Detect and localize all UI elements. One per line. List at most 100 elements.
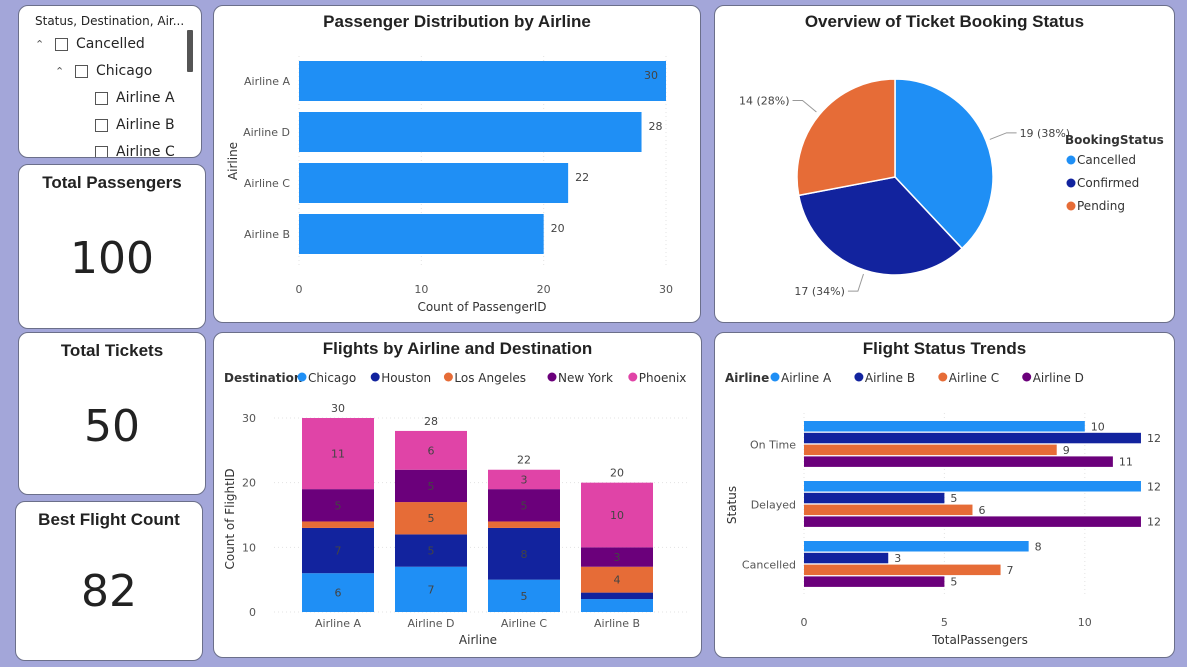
data-label: 6 xyxy=(335,587,342,600)
y-axis-label: Count of FlightID xyxy=(223,468,237,569)
y-tick-label: 10 xyxy=(242,541,256,554)
x-tick-label: 5 xyxy=(941,616,948,629)
legend-marker xyxy=(1022,372,1032,382)
x-axis-label: TotalPassengers xyxy=(931,633,1028,647)
total-label: 30 xyxy=(331,402,345,415)
bar xyxy=(299,112,642,152)
kpi-card-best-flight-count: Best Flight Count 82 xyxy=(15,501,203,661)
y-tick-label: Airline B xyxy=(244,228,290,241)
chevron-up-icon[interactable]: ⌃ xyxy=(35,37,45,51)
bar-segment xyxy=(395,430,467,470)
data-label: 3 xyxy=(894,552,901,565)
bar xyxy=(299,163,569,203)
data-label: 10 xyxy=(610,509,624,522)
bar xyxy=(804,481,1141,492)
legend-item: Chicago xyxy=(308,371,356,385)
data-label: 14 (28%) xyxy=(739,95,790,108)
x-tick-label: 10 xyxy=(414,283,428,296)
data-label: 11 xyxy=(331,448,345,461)
total-label: 28 xyxy=(424,415,438,428)
slicer-item-airline-a[interactable]: Airline A xyxy=(95,90,175,106)
slicer-item-cancelled[interactable]: ⌃ Cancelled xyxy=(35,36,145,52)
checkbox[interactable] xyxy=(95,91,108,105)
kpi-title: Total Passengers xyxy=(42,173,182,192)
data-label: 30 xyxy=(644,69,658,82)
bar xyxy=(804,492,945,504)
y-tick-label: Cancelled xyxy=(742,559,796,572)
bar-segment xyxy=(302,489,374,522)
data-label: 7 xyxy=(1007,564,1014,577)
slicer-scrollbar[interactable] xyxy=(187,30,193,72)
chevron-up-icon[interactable]: ⌃ xyxy=(55,64,65,78)
data-label: 17 (34%) xyxy=(794,285,845,298)
legend-marker xyxy=(370,372,380,382)
slicer-header: Status, Destination, Air... xyxy=(35,14,185,28)
kpi-card-total-tickets: Total Tickets 50 xyxy=(18,332,206,495)
slicer-item-label: Airline C xyxy=(116,144,175,158)
legend-item: Los Angeles xyxy=(454,371,526,385)
bar-segment xyxy=(395,469,467,503)
slicer-item-airline-b[interactable]: Airline B xyxy=(95,117,175,133)
bar-segment xyxy=(302,521,374,528)
bar-segment xyxy=(581,599,653,612)
slicer-item-chicago[interactable]: ⌃ Chicago xyxy=(55,63,152,79)
checkbox[interactable] xyxy=(95,145,108,157)
bar xyxy=(299,61,666,101)
flight-status-trends-chart: Airline Airline A Airline B Airline C Airlin… xyxy=(725,371,1161,647)
bar xyxy=(804,552,889,564)
bar-segment xyxy=(488,521,560,528)
bar-segment xyxy=(581,482,653,548)
kpi-title: Best Flight Count xyxy=(38,510,180,529)
flights-by-airline-destination-chart: Destination Chicago Houston Los Angeles New … xyxy=(223,371,689,647)
kpi-value: 100 xyxy=(70,233,154,284)
bar xyxy=(804,576,945,587)
pie-slice xyxy=(894,78,994,250)
y-tick-label: Airline C xyxy=(244,177,290,190)
checkbox[interactable] xyxy=(55,37,68,51)
checkbox[interactable] xyxy=(95,118,108,132)
bar xyxy=(804,456,1113,467)
bar-segment xyxy=(395,502,467,535)
bar xyxy=(299,214,544,254)
chart-title: Flight Status Trends xyxy=(862,339,1027,358)
data-label: 6 xyxy=(978,504,985,517)
data-label: 5 xyxy=(428,545,435,558)
data-label: 5 xyxy=(521,590,528,603)
y-tick-label: Delayed xyxy=(751,499,796,512)
legend-item: Airline A xyxy=(781,371,832,385)
chart-title: Passenger Distribution by Airline xyxy=(323,12,591,31)
data-label-leader xyxy=(989,132,1017,140)
bar-segment xyxy=(581,547,653,567)
checkbox[interactable] xyxy=(75,64,88,78)
pie-slice xyxy=(797,176,964,276)
slicer-item-airline-c[interactable]: Airline C xyxy=(95,144,175,158)
data-label: 7 xyxy=(428,583,435,596)
legend-item: Airline D xyxy=(1033,371,1084,385)
pie-slice xyxy=(796,78,896,197)
flight-status-trends-card: Flight Status Trends Airline Airline A Air… xyxy=(714,332,1175,658)
legend-item: Houston xyxy=(381,371,431,385)
data-label: 5 xyxy=(335,499,342,512)
booking-status-card: Overview of Ticket Booking Status 19 (38… xyxy=(714,5,1175,323)
kpi-value: 82 xyxy=(81,566,137,617)
y-tick-label: Airline A xyxy=(244,75,290,88)
data-label: 12 xyxy=(1147,516,1161,529)
data-label: 20 xyxy=(551,222,565,235)
kpi-value: 50 xyxy=(84,401,140,452)
slicer-item-label: Airline B xyxy=(116,117,175,133)
y-axis-label: Status xyxy=(725,486,739,524)
total-label: 22 xyxy=(517,454,531,467)
bar-segment xyxy=(488,469,560,490)
legend-item: Cancelled xyxy=(1077,153,1136,167)
x-tick-label: 0 xyxy=(296,283,303,296)
legend-marker xyxy=(1066,178,1076,188)
legend-item: Confirmed xyxy=(1077,176,1139,190)
legend-marker xyxy=(443,372,453,382)
y-axis-label: Airline xyxy=(226,142,240,180)
bar xyxy=(804,541,1029,552)
data-label: 12 xyxy=(1147,480,1161,493)
legend-marker xyxy=(938,372,948,382)
data-label: 11 xyxy=(1119,456,1133,469)
legend-marker xyxy=(628,372,638,382)
data-label: 6 xyxy=(428,444,435,457)
